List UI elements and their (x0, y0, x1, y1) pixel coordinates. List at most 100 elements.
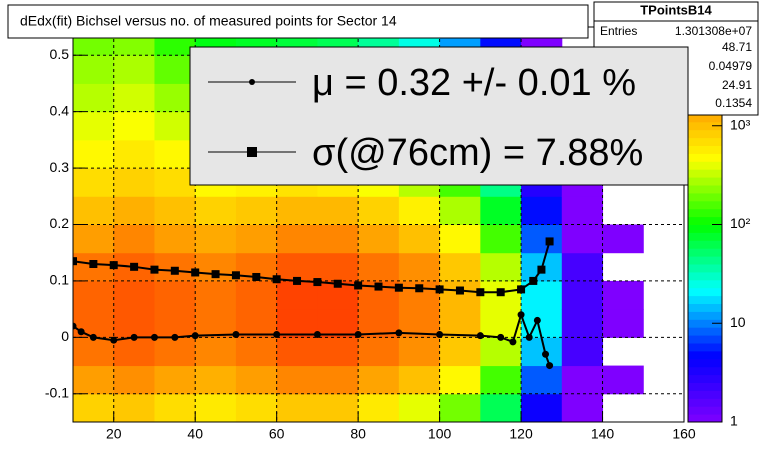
heat-cell (603, 394, 644, 423)
profile-point (150, 265, 159, 274)
heat-cell (398, 365, 441, 395)
x-tick-label: 160 (672, 426, 696, 442)
color-bar-step (688, 216, 722, 225)
color-bar-step (688, 208, 722, 218)
heat-cell (643, 337, 684, 366)
color-bar-step (688, 240, 722, 249)
heat-cell (398, 196, 441, 225)
profile-point (354, 281, 363, 290)
heat-cell (235, 224, 278, 254)
heat-cell (521, 393, 563, 422)
heat-cell (195, 309, 237, 338)
color-bar-step (688, 153, 722, 162)
heat-cell (439, 393, 481, 422)
stats-value: 0.04979 (709, 59, 753, 73)
heat-cell (602, 365, 644, 395)
color-bar-step (688, 295, 722, 304)
heat-cell (195, 365, 237, 395)
heat-cell (398, 224, 441, 254)
profile-point (313, 331, 321, 339)
heat-cell (276, 309, 318, 338)
profile-point (73, 322, 77, 330)
profile-point (436, 331, 444, 339)
x-tick-label: 40 (187, 426, 203, 442)
color-bar-step (688, 224, 722, 233)
legend-marker (249, 79, 255, 85)
profile-point (109, 261, 118, 270)
heat-cell (603, 337, 644, 366)
profile-point (546, 362, 554, 370)
heat-cell (521, 196, 563, 225)
heat-cell (439, 309, 481, 338)
color-bar-step (688, 366, 722, 376)
color-bar-step (688, 192, 722, 202)
profile-point (517, 311, 525, 319)
heat-cell (317, 365, 359, 395)
heat-cell (73, 393, 115, 422)
profile-point (509, 338, 517, 346)
profile-point (395, 329, 403, 337)
heat-cell (398, 252, 441, 282)
heat-cell (358, 196, 400, 225)
heat-cell (602, 224, 644, 254)
heat-cell (113, 83, 155, 113)
heat-cell (113, 393, 155, 422)
heat-cell (154, 55, 196, 84)
heat-cell (235, 337, 278, 367)
heat-cell (113, 224, 155, 254)
profile-point (529, 276, 538, 285)
color-bar-step (688, 232, 722, 241)
heat-cell (113, 55, 155, 84)
legend-marker (247, 147, 257, 157)
heat-cell (398, 337, 441, 367)
color-bar-step (688, 256, 722, 265)
heat-cell (276, 393, 318, 422)
heat-cell (358, 252, 400, 282)
legend-label: σ(@76cm) = 7.88% (312, 132, 643, 174)
heat-cell (154, 393, 196, 422)
color-bar-step (688, 374, 722, 383)
stats-label: Entries (600, 24, 637, 38)
heat-cell (317, 309, 359, 338)
heat-cell (358, 365, 400, 395)
color-bar-step (688, 350, 722, 360)
y-tick-label: 0.4 (50, 102, 70, 118)
x-tick-label: 60 (269, 426, 285, 442)
heat-cell (561, 224, 604, 254)
profile-point (110, 336, 118, 344)
profile-point (354, 331, 362, 339)
heat-cell (317, 393, 359, 422)
heat-cell (73, 111, 115, 141)
profile-point (525, 333, 533, 341)
heat-cell (113, 309, 155, 338)
y-tick-label: -0.1 (45, 384, 69, 400)
heat-cell (235, 309, 278, 338)
profile-point (293, 276, 302, 285)
profile-point (191, 332, 199, 340)
profile-point (533, 316, 541, 324)
heat-cell (480, 393, 522, 422)
heat-cell (113, 196, 155, 225)
heat-cell (73, 83, 115, 113)
heat-cell (195, 337, 237, 367)
heat-cell (480, 224, 522, 254)
x-tick-label: 140 (591, 426, 615, 442)
title-box (7, 4, 589, 39)
color-bar-step (688, 137, 722, 146)
heat-cell (276, 196, 318, 225)
profile-point (89, 260, 98, 268)
color-bar-step (688, 161, 722, 170)
color-bar-step (688, 279, 722, 289)
profile-point (333, 279, 342, 288)
heat-cell (439, 196, 481, 225)
heat-cell (317, 337, 359, 367)
profile-point (272, 275, 281, 284)
color-bar-step (688, 185, 722, 194)
heat-cell (113, 139, 155, 169)
heat-cell (276, 252, 318, 282)
heat-cell (561, 365, 604, 395)
y-tick-label: 0.2 (50, 215, 70, 231)
x-tick-label: 20 (106, 426, 122, 442)
heat-cell (521, 224, 563, 254)
stats-title: TPointsB14 (640, 2, 712, 17)
